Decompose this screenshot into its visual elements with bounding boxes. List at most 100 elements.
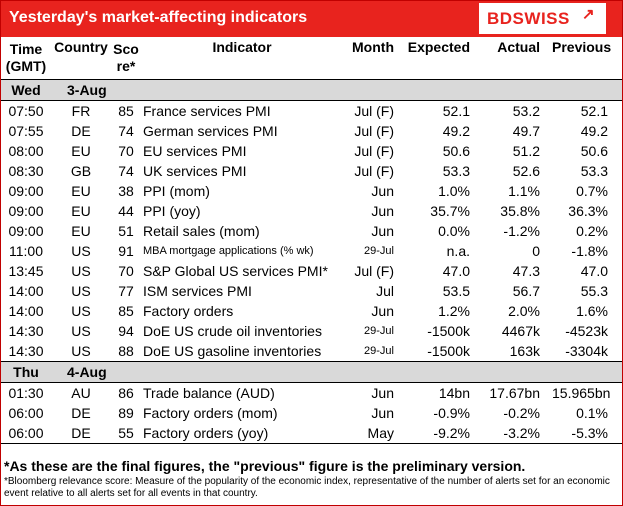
cell-time: 07:50 (8, 103, 44, 119)
cell-month: Jun (371, 385, 394, 401)
cell-country: US (71, 243, 91, 259)
cell-time: 08:30 (8, 163, 44, 179)
cell-country: EU (71, 183, 91, 199)
cell-actual: -0.2% (503, 405, 540, 421)
cell-previous: 36.3% (568, 203, 608, 219)
cell-country: DE (71, 405, 91, 421)
cell-country: EU (71, 223, 91, 239)
cell-country: US (71, 303, 91, 319)
cell-expected: 47.0 (442, 263, 470, 279)
cell-month: Jun (371, 303, 394, 319)
final-figures-note: *As these are the final figures, the "pr… (4, 458, 526, 474)
header-row: Time (GMT) Country Score* Indicator Mont… (1, 37, 622, 80)
table-row: 13:45 US 70 S&P Global US services PMI* Jul … (1, 261, 622, 281)
cell-month: Jul (376, 283, 394, 299)
cell-time: 09:00 (8, 203, 44, 219)
table-row: 09:00 EU 38 PPI (mom) Jun 1.0% 1.1% 0.7% (1, 181, 622, 201)
cell-previous: -1.8% (571, 243, 608, 259)
cell-time: 14:00 (8, 283, 44, 299)
cell-time: 09:00 (8, 183, 44, 199)
cell-previous: 55.3 (580, 283, 608, 299)
cell-actual: 0 (532, 243, 540, 259)
cell-previous: 52.1 (580, 103, 608, 119)
cell-actual: 53.2 (512, 103, 540, 119)
cell-expected: 49.2 (442, 123, 470, 139)
cell-indicator: PPI (mom) (143, 183, 210, 199)
cell-previous: 49.2 (580, 123, 608, 139)
day-row-wed: Wed 3-Aug (1, 79, 622, 101)
cell-month: Jul (F) (354, 103, 394, 119)
cell-indicator: Factory orders (mom) (143, 405, 278, 421)
table-row: 09:00 EU 44 PPI (yoy) Jun 35.7% 35.8% 36.3% (1, 201, 622, 221)
cell-country: US (71, 263, 91, 279)
day-date: 4-Aug (51, 361, 622, 383)
cell-indicator: DoE US crude oil inventories (143, 323, 322, 339)
cell-previous: 0.7% (576, 183, 608, 199)
cell-expected: 14bn (438, 385, 470, 401)
footnotes: *As these are the final figures, the "pr… (4, 458, 616, 500)
cell-country: US (71, 323, 91, 339)
table-row: 06:00 DE 55 Factory orders (yoy) May -9.2% -3.… (1, 423, 622, 444)
cell-expected: -0.9% (433, 405, 470, 421)
cell-previous: 15.965bn (552, 385, 611, 401)
table-row: 08:00 EU 70 EU services PMI Jul (F) 50.6 51.2 5… (1, 141, 622, 161)
cell-month: Jul (F) (354, 163, 394, 179)
col-country: Country (51, 37, 111, 80)
cell-actual: 49.7 (512, 123, 540, 139)
cell-month: Jul (F) (354, 263, 394, 279)
cell-expected: 0.0% (438, 223, 470, 239)
cell-score: 88 (118, 343, 134, 359)
cell-previous: 0.2% (576, 223, 608, 239)
cell-actual: 1.1% (508, 183, 540, 199)
cell-time: 08:00 (8, 143, 44, 159)
cell-expected: 35.7% (430, 203, 470, 219)
cell-score: 86 (118, 385, 134, 401)
cell-actual: 56.7 (512, 283, 540, 299)
title-bar: Yesterday's market-affecting indicators … (1, 1, 622, 37)
cell-time: 06:00 (8, 405, 44, 421)
cell-month: 29-Jul (364, 245, 394, 257)
cell-time: 01:30 (8, 385, 44, 401)
cell-time: 14:30 (8, 343, 44, 359)
cell-score: 94 (118, 323, 134, 339)
cell-month: 29-Jul (364, 325, 394, 337)
cell-actual: 17.67bn (489, 385, 540, 401)
cell-month: Jun (371, 203, 394, 219)
cell-expected: 1.2% (438, 303, 470, 319)
cell-expected: 1.0% (438, 183, 470, 199)
cell-time: 07:55 (8, 123, 44, 139)
col-indicator: Indicator (141, 37, 341, 80)
cell-month: Jun (371, 223, 394, 239)
bloomberg-note: *Bloomberg relevance score: Measure of t… (4, 476, 610, 499)
cell-actual: -3.2% (484, 423, 552, 444)
table-row: 14:30 US 88 DoE US gasoline inventories 29-J… (1, 341, 622, 362)
cell-time: 14:00 (8, 303, 44, 319)
cell-expected: 53.3 (442, 163, 470, 179)
cell-actual: -1.2% (503, 223, 540, 239)
cell-score: 51 (118, 223, 134, 239)
day-row-thu: Thu 4-Aug (1, 361, 622, 383)
cell-score: 77 (118, 283, 134, 299)
cell-country: US (71, 343, 91, 359)
cell-score: 85 (118, 103, 134, 119)
cell-month: 29-Jul (364, 345, 394, 357)
cell-expected: -1500k (427, 343, 470, 359)
arrow-icon: ↗ (582, 6, 595, 23)
table-row: 14:00 US 77 ISM services PMI Jul 53.5 56.7 55.3 (1, 281, 622, 301)
cell-country: FR (71, 103, 91, 119)
cell-score: 74 (118, 123, 134, 139)
day-label: Wed (1, 79, 51, 101)
table-row: 08:30 GB 74 UK services PMI Jul (F) 53.3 52.6 5… (1, 161, 622, 181)
cell-time: 09:00 (8, 223, 44, 239)
cell-score: 85 (118, 303, 134, 319)
cell-expected: -9.2% (406, 423, 484, 444)
cell-month: May (341, 423, 406, 444)
cell-indicator: EU services PMI (143, 143, 247, 159)
cell-actual: 163k (509, 343, 540, 359)
page-title: Yesterday's market-affecting indicators (9, 9, 308, 26)
cell-indicator: S&P Global US services PMI* (143, 263, 328, 279)
cell-month: Jul (F) (354, 123, 394, 139)
cell-score: 38 (118, 183, 134, 199)
brand-logo: BDSWISS ↗ (479, 3, 606, 34)
cell-score: 91 (118, 243, 134, 259)
